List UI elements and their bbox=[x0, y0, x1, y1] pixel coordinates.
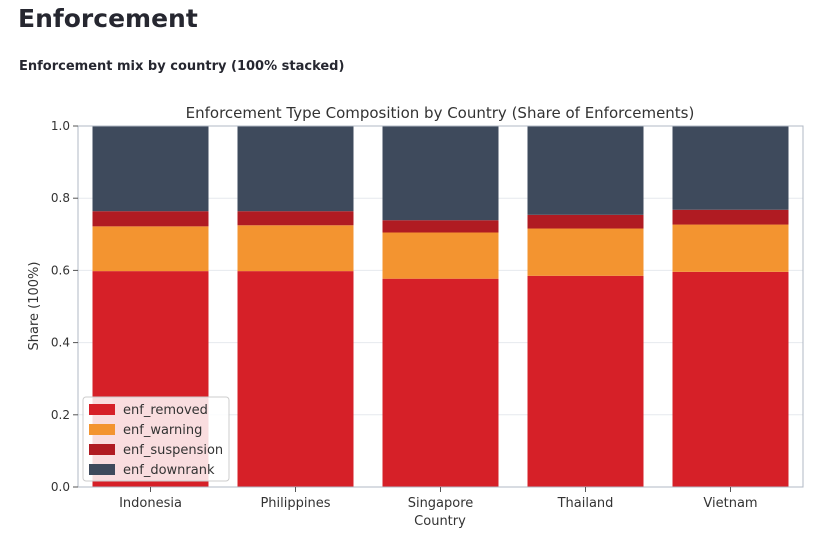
legend-label-enf_downrank: enf_downrank bbox=[123, 463, 215, 478]
bar-segment-enf_suspension-singapore bbox=[382, 220, 499, 233]
x-tick-label: Vietnam bbox=[703, 496, 757, 511]
page-title: Enforcement bbox=[18, 4, 198, 33]
enforcement-chart: Enforcement Type Composition by Country … bbox=[27, 104, 804, 529]
bar-segment-enf_suspension-philippines bbox=[237, 211, 354, 226]
bar-segment-enf_downrank-thailand bbox=[527, 126, 644, 215]
x-tick-label: Indonesia bbox=[119, 496, 182, 511]
y-tick-label: 1.0 bbox=[51, 119, 70, 133]
legend-swatch-enf_downrank bbox=[89, 464, 115, 475]
bar-segment-enf_removed-philippines bbox=[237, 271, 354, 487]
x-tick-label: Singapore bbox=[408, 496, 474, 511]
legend-label-enf_removed: enf_removed bbox=[123, 403, 208, 418]
y-tick-label: 0.2 bbox=[51, 408, 70, 422]
chart-legend: enf_removed enf_warning enf_suspension enf_… bbox=[82, 396, 230, 482]
bar-segment-enf_suspension-vietnam bbox=[672, 209, 789, 225]
y-tick-label: 0.4 bbox=[51, 336, 70, 350]
bar-segment-enf_warning-vietnam bbox=[672, 224, 789, 272]
bar-segment-enf_warning-singapore bbox=[382, 232, 499, 279]
section-subtitle: Enforcement mix by country (100% stacked… bbox=[19, 59, 345, 74]
y-tick-label: 0.8 bbox=[51, 191, 70, 205]
legend-box bbox=[82, 396, 230, 482]
bar-segment-enf_warning-indonesia bbox=[92, 226, 209, 272]
x-axis-label: Country bbox=[414, 514, 466, 529]
y-axis-label: Share (100%) bbox=[27, 262, 42, 351]
bar-segment-enf_removed-singapore bbox=[382, 278, 499, 487]
chart-title: Enforcement Type Composition by Country … bbox=[186, 104, 695, 122]
y-tick-label: 0.0 bbox=[51, 480, 70, 494]
y-tick-label: 0.6 bbox=[51, 263, 70, 277]
bar-segment-enf_downrank-singapore bbox=[382, 126, 499, 221]
bar-segment-enf_suspension-indonesia bbox=[92, 211, 209, 227]
x-axis: Indonesia Philippines Singapore Thailand Vie… bbox=[119, 487, 758, 511]
x-tick-label: Philippines bbox=[260, 496, 330, 511]
bar-segment-enf_removed-thailand bbox=[527, 275, 644, 487]
bar-segment-enf_downrank-philippines bbox=[237, 126, 354, 212]
bar-segment-enf_warning-thailand bbox=[527, 228, 644, 276]
legend-swatch-enf_warning bbox=[89, 424, 115, 435]
legend-swatch-enf_suspension bbox=[89, 444, 115, 455]
bar-segment-enf_removed-vietnam bbox=[672, 271, 789, 487]
bar-segment-enf_suspension-thailand bbox=[527, 214, 644, 229]
bar-segment-enf_downrank-indonesia bbox=[92, 126, 209, 212]
legend-swatch-enf_removed bbox=[89, 404, 115, 415]
y-axis: 0.0 0.2 0.4 0.6 0.8 1.0 bbox=[51, 119, 78, 494]
bar-segment-enf_warning-philippines bbox=[237, 225, 354, 272]
bar-segment-enf_downrank-vietnam bbox=[672, 126, 789, 210]
legend-label-enf_warning: enf_warning bbox=[123, 423, 202, 438]
legend-label-enf_suspension: enf_suspension bbox=[123, 443, 223, 458]
x-tick-label: Thailand bbox=[557, 496, 614, 511]
chart-bars bbox=[92, 126, 789, 487]
